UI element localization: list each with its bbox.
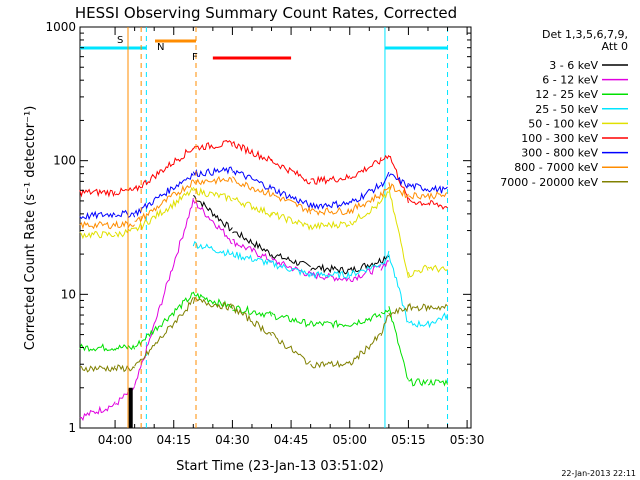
legend-header-0: Det 1,3,5,6,7,9,	[542, 28, 628, 41]
legend-label-3: 25 - 50 keV	[535, 103, 598, 116]
y-tick-label-2: 100	[53, 154, 76, 168]
series-line-4	[79, 186, 448, 279]
flag-markers: S N F	[117, 27, 292, 428]
x-axis-label: Start Time (23-Jan-13 03:51:02)	[176, 459, 384, 474]
plot-area	[79, 26, 472, 429]
y-axis-label: Corrected Count Rate (s⁻¹ detector⁻¹)	[23, 106, 38, 351]
x-tick-label-2: 04:30	[215, 433, 250, 447]
y-tick-label-1: 10	[61, 287, 76, 301]
flare-flag-label: F	[192, 52, 198, 63]
x-tick-label-3: 04:45	[274, 433, 309, 447]
axes: 1 10 100 1000 04:00 04:15 04:30 04:45 05:00 05:15…	[45, 20, 484, 447]
series-line-3	[192, 240, 448, 329]
night-flag-label: N	[157, 42, 164, 53]
legend-label-8: 7000 - 20000 keV	[500, 176, 598, 189]
y-tick-label-0: 1	[68, 421, 76, 435]
series-line-6	[79, 166, 448, 221]
legend: Det 1,3,5,6,7,9,Att 0 3 - 6 keV 6 - 12 keV…	[500, 28, 628, 189]
legend-header-1: Att 0	[602, 40, 628, 53]
series-line-5	[79, 140, 448, 210]
legend-label-6: 300 - 800 keV	[521, 147, 598, 160]
x-tick-label-6: 05:30	[450, 433, 485, 447]
saa-marker-0	[128, 387, 133, 428]
legend-label-2: 12 - 25 keV	[535, 88, 598, 101]
legend-label-1: 6 - 12 keV	[542, 74, 598, 87]
series-line-7	[79, 175, 448, 230]
series-line-8	[79, 296, 448, 373]
x-tick-label-4: 05:00	[332, 433, 367, 447]
legend-label-7: 800 - 7000 keV	[514, 161, 598, 174]
legend-label-0: 3 - 6 keV	[549, 59, 598, 72]
series-lines	[79, 140, 448, 422]
x-tick-label-0: 04:00	[98, 433, 133, 447]
series-line-2	[79, 291, 448, 387]
legend-label-4: 50 - 100 keV	[528, 117, 598, 130]
plot-frame	[79, 26, 472, 429]
series-line-0	[193, 194, 390, 275]
chart-title: HESSI Observing Summary Count Rates, Cor…	[75, 4, 457, 22]
saa-flag-label: S	[117, 35, 123, 46]
timestamp: 22-Jan-2013 22:11	[561, 469, 636, 478]
night-bars	[80, 27, 449, 428]
y-tick-label-3: 1000	[45, 20, 76, 34]
x-tick-label-1: 04:15	[156, 433, 191, 447]
legend-label-5: 100 - 300 keV	[521, 132, 598, 145]
x-tick-label-5: 05:15	[391, 433, 426, 447]
